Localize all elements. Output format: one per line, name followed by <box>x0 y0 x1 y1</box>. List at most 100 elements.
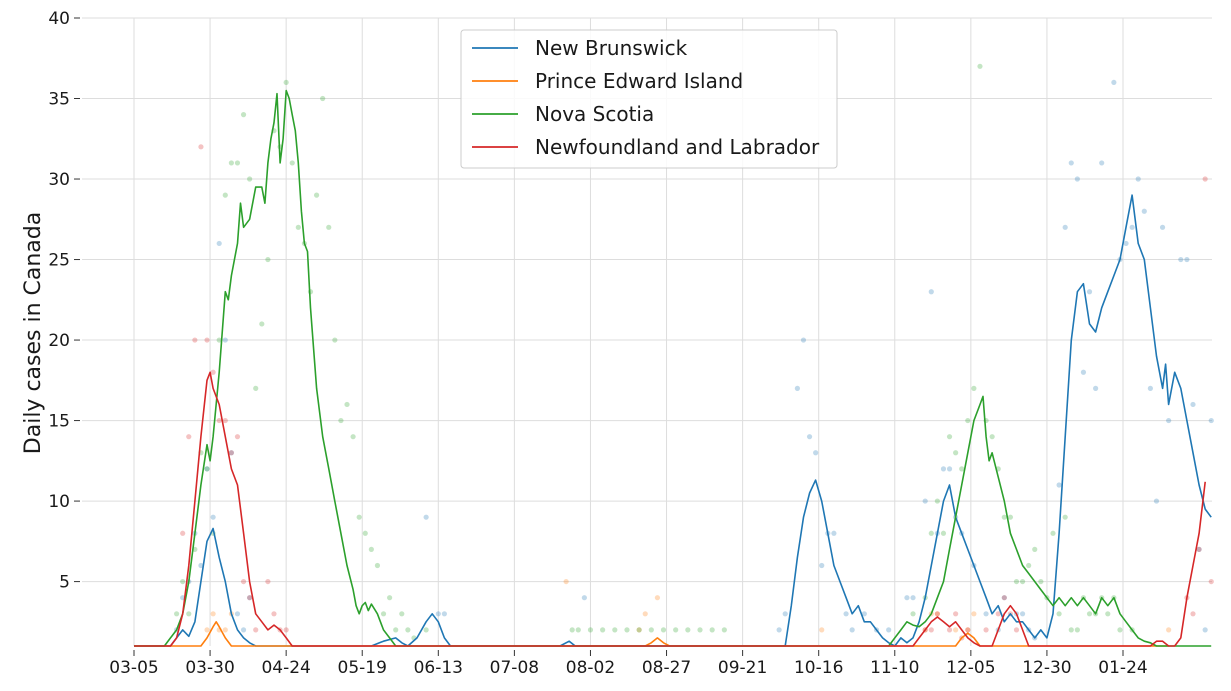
data-point <box>393 627 399 633</box>
data-point <box>673 627 679 633</box>
x-tick-label: 04-24 <box>261 658 310 678</box>
data-point <box>989 434 995 440</box>
data-point <box>843 611 849 617</box>
data-point <box>1007 514 1014 520</box>
data-point <box>204 466 210 472</box>
x-tick-label: 03-05 <box>109 658 158 678</box>
data-point <box>928 530 934 536</box>
data-point <box>204 337 210 343</box>
data-point <box>216 240 222 247</box>
data-point <box>1086 611 1093 617</box>
data-point <box>210 611 216 617</box>
x-tick-label: 10-16 <box>794 658 843 678</box>
data-point <box>1190 401 1196 408</box>
data-point <box>362 530 368 536</box>
data-point <box>313 192 320 198</box>
y-tick-label: 30 <box>48 170 70 190</box>
data-point <box>1202 176 1208 182</box>
data-point <box>1166 417 1172 424</box>
data-point <box>441 611 447 617</box>
data-point <box>1196 546 1202 552</box>
data-point <box>1038 578 1044 585</box>
data-point <box>934 611 940 617</box>
data-point <box>222 417 228 424</box>
data-point <box>228 160 234 166</box>
data-point <box>654 595 661 601</box>
data-point <box>1135 176 1141 182</box>
data-point <box>247 595 253 601</box>
data-point <box>222 192 228 198</box>
data-point <box>934 611 940 617</box>
data-point <box>332 337 338 343</box>
x-tick-label: 12-05 <box>946 658 995 678</box>
legend-frame <box>460 29 838 169</box>
data-point <box>399 611 405 617</box>
data-point <box>800 337 807 343</box>
data-point <box>648 627 654 633</box>
data-point <box>1093 385 1099 391</box>
data-point <box>240 627 247 633</box>
data-point <box>1123 240 1129 247</box>
x-tick-label: 09-21 <box>718 658 767 678</box>
data-point <box>1026 562 1032 569</box>
y-axis-label: Daily cases in Canada <box>21 212 46 454</box>
data-point <box>204 466 210 472</box>
y-tick-label: 40 <box>48 9 70 29</box>
data-point <box>636 627 642 633</box>
y-tick-label: 5 <box>59 573 70 593</box>
data-point <box>240 112 247 118</box>
data-point <box>180 578 186 585</box>
series-line-2 <box>134 89 1212 647</box>
data-point <box>1019 578 1026 585</box>
data-point <box>240 578 247 585</box>
data-point <box>1105 611 1111 617</box>
y-tick-label: 25 <box>48 251 70 271</box>
legend: New Brunswick Prince Edward Island Nova Sc… <box>460 29 838 169</box>
data-point <box>271 611 277 617</box>
data-point <box>1208 578 1214 585</box>
data-point <box>234 611 241 617</box>
data-point <box>222 337 228 343</box>
data-point <box>1062 224 1068 230</box>
data-point <box>423 627 429 633</box>
series-dots-3 <box>180 144 1214 641</box>
data-point <box>253 385 259 391</box>
data-point <box>338 417 344 424</box>
data-point <box>1141 208 1147 214</box>
data-point <box>946 627 953 633</box>
data-point <box>259 321 265 327</box>
data-point <box>192 337 198 343</box>
data-point <box>600 627 606 633</box>
data-point <box>1032 546 1038 552</box>
data-point <box>995 611 1001 617</box>
data-point <box>1117 627 1123 633</box>
grid <box>82 17 1212 646</box>
x-tick-label: 12-30 <box>1022 658 1071 678</box>
data-point <box>983 627 989 633</box>
data-point <box>904 595 910 601</box>
data-point <box>1099 160 1105 166</box>
data-point <box>1080 369 1087 375</box>
legend-entry: Prince Edward Island <box>535 69 743 93</box>
data-point <box>1062 514 1068 520</box>
data-point <box>910 595 916 601</box>
data-point <box>180 530 186 536</box>
data-point <box>198 562 204 569</box>
data-point <box>1166 627 1172 633</box>
data-point <box>946 466 953 472</box>
data-point <box>216 417 222 424</box>
data-point <box>247 595 253 601</box>
data-point <box>642 611 648 617</box>
data-point <box>253 627 259 633</box>
data-point <box>265 578 271 585</box>
data-point <box>1056 482 1062 488</box>
data-point <box>1068 160 1074 166</box>
data-point <box>228 450 234 456</box>
y-tick-label: 15 <box>48 412 70 432</box>
data-point <box>435 611 441 617</box>
x-tick-label: 05-19 <box>338 658 387 678</box>
data-point <box>965 417 971 424</box>
data-point <box>186 611 192 617</box>
series-dots-1 <box>204 578 1172 633</box>
